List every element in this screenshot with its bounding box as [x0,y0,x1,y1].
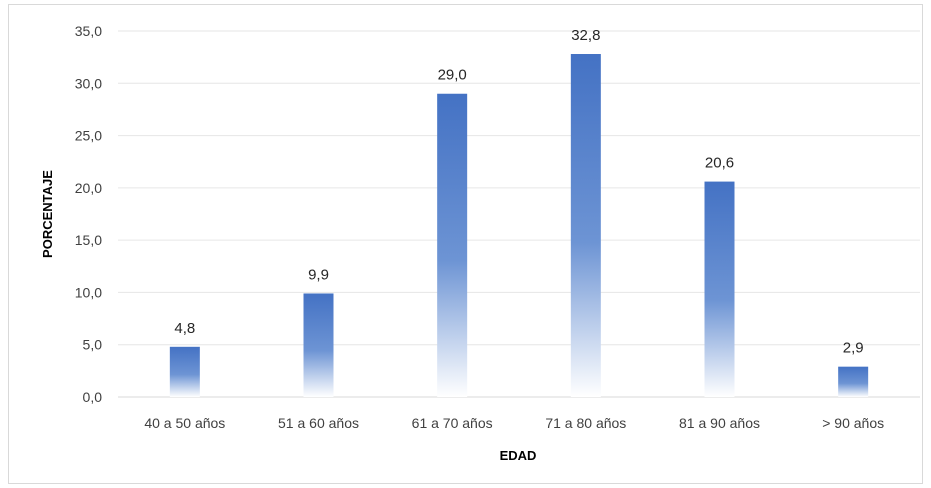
y-tick-label: 30,0 [75,75,102,91]
bar [169,346,200,397]
bar [570,54,601,398]
gridlines [118,30,920,398]
y-axis-ticks: 0,0 5,0 10,0 15,0 20,0 25,0 30,0 35,0 [75,23,102,405]
x-axis-title: EDAD [500,448,537,463]
data-label: 2,9 [843,340,864,357]
y-tick-label: 15,0 [75,232,102,248]
x-tick-label: 81 a 90 años [679,415,760,431]
x-tick-label: > 90 años [822,415,884,431]
data-label: 20,6 [705,155,734,172]
data-label: 29,0 [438,67,467,84]
x-tick-label: 51 a 60 años [278,415,359,431]
y-tick-label: 35,0 [75,23,102,39]
bars [169,54,869,398]
y-tick-label: 20,0 [75,180,102,196]
x-axis-ticks: 40 a 50 años 51 a 60 años 61 a 70 años 71 a… [144,415,884,431]
y-tick-label: 25,0 [75,128,102,144]
y-axis-title: PORCENTAJE [40,170,55,258]
bar [437,93,468,397]
bar [704,181,735,397]
data-label: 4,8 [174,320,195,337]
data-label: 9,9 [308,266,329,283]
bar [303,293,334,397]
x-tick-label: 71 a 80 años [545,415,626,431]
bar [838,366,869,397]
data-labels: 4,8 9,9 29,0 32,8 20,6 2,9 [174,27,863,357]
x-tick-label: 61 a 70 años [412,415,493,431]
y-tick-label: 5,0 [83,337,103,353]
x-tick-label: 40 a 50 años [144,415,225,431]
y-tick-label: 0,0 [83,389,103,405]
y-tick-label: 10,0 [75,284,102,300]
data-label: 32,8 [571,27,600,44]
